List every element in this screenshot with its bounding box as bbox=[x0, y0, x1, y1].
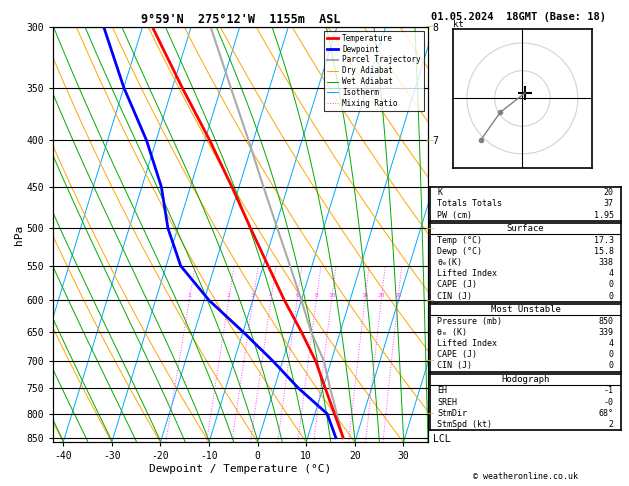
Text: StmSpd (kt): StmSpd (kt) bbox=[437, 420, 493, 429]
Legend: Temperature, Dewpoint, Parcel Trajectory, Dry Adiabat, Wet Adiabat, Isotherm, Mi: Temperature, Dewpoint, Parcel Trajectory… bbox=[324, 31, 424, 111]
Text: 37: 37 bbox=[604, 199, 614, 208]
Text: 4: 4 bbox=[609, 339, 614, 348]
Text: 0: 0 bbox=[609, 280, 614, 290]
Text: 20: 20 bbox=[604, 188, 614, 197]
Text: —: — bbox=[425, 295, 434, 305]
Text: Totals Totals: Totals Totals bbox=[437, 199, 503, 208]
Text: 2: 2 bbox=[609, 420, 614, 429]
Text: PW (cm): PW (cm) bbox=[437, 210, 472, 220]
Text: Lifted Index: Lifted Index bbox=[437, 269, 498, 278]
Text: —: — bbox=[425, 409, 434, 418]
Text: EH: EH bbox=[437, 386, 447, 396]
Text: Lifted Index: Lifted Index bbox=[437, 339, 498, 348]
Text: 4: 4 bbox=[269, 293, 273, 298]
Text: 0: 0 bbox=[609, 292, 614, 301]
Text: 338: 338 bbox=[599, 258, 614, 267]
Text: StmDir: StmDir bbox=[437, 409, 467, 418]
Text: 16: 16 bbox=[361, 293, 369, 298]
Text: -1: -1 bbox=[604, 386, 614, 396]
Text: 339: 339 bbox=[599, 328, 614, 337]
Text: Pressure (mb): Pressure (mb) bbox=[437, 316, 503, 326]
Text: 10: 10 bbox=[328, 293, 335, 298]
Text: 20: 20 bbox=[377, 293, 385, 298]
Text: © weatheronline.co.uk: © weatheronline.co.uk bbox=[473, 472, 577, 481]
Text: kt: kt bbox=[453, 20, 464, 29]
Title: 9°59'N  275°12'W  1155m  ASL: 9°59'N 275°12'W 1155m ASL bbox=[141, 13, 340, 26]
Text: -0: -0 bbox=[604, 398, 614, 407]
Text: 17.3: 17.3 bbox=[594, 236, 614, 244]
Text: 0: 0 bbox=[609, 362, 614, 370]
Text: K: K bbox=[437, 188, 442, 197]
Text: Most Unstable: Most Unstable bbox=[491, 305, 560, 314]
Text: Temp (°C): Temp (°C) bbox=[437, 236, 482, 244]
Text: 68°: 68° bbox=[599, 409, 614, 418]
Text: CIN (J): CIN (J) bbox=[437, 292, 472, 301]
Text: 0: 0 bbox=[609, 350, 614, 359]
Text: —: — bbox=[425, 136, 434, 145]
Text: θₑ(K): θₑ(K) bbox=[437, 258, 462, 267]
Text: 01.05.2024  18GMT (Base: 18): 01.05.2024 18GMT (Base: 18) bbox=[431, 12, 606, 22]
Text: CIN (J): CIN (J) bbox=[437, 362, 472, 370]
Text: 850: 850 bbox=[599, 316, 614, 326]
Text: 2: 2 bbox=[227, 293, 231, 298]
Text: —: — bbox=[425, 224, 434, 233]
Text: —: — bbox=[425, 22, 434, 31]
Text: 3: 3 bbox=[251, 293, 255, 298]
Text: 25: 25 bbox=[394, 293, 402, 298]
Text: Hodograph: Hodograph bbox=[501, 375, 550, 384]
Text: CAPE (J): CAPE (J) bbox=[437, 280, 477, 290]
Text: 6: 6 bbox=[295, 293, 299, 298]
Text: Dewp (°C): Dewp (°C) bbox=[437, 247, 482, 256]
Text: 1.95: 1.95 bbox=[594, 210, 614, 220]
Text: 8: 8 bbox=[314, 293, 318, 298]
X-axis label: Dewpoint / Temperature (°C): Dewpoint / Temperature (°C) bbox=[150, 464, 331, 474]
Text: 1: 1 bbox=[187, 293, 191, 298]
Text: θₑ (K): θₑ (K) bbox=[437, 328, 467, 337]
Text: —: — bbox=[425, 357, 434, 365]
Text: 4: 4 bbox=[609, 269, 614, 278]
Y-axis label: km
ASL: km ASL bbox=[444, 235, 462, 256]
Y-axis label: hPa: hPa bbox=[14, 225, 24, 244]
Text: 15.8: 15.8 bbox=[594, 247, 614, 256]
Text: CAPE (J): CAPE (J) bbox=[437, 350, 477, 359]
Text: SREH: SREH bbox=[437, 398, 457, 407]
Text: Surface: Surface bbox=[507, 225, 544, 233]
